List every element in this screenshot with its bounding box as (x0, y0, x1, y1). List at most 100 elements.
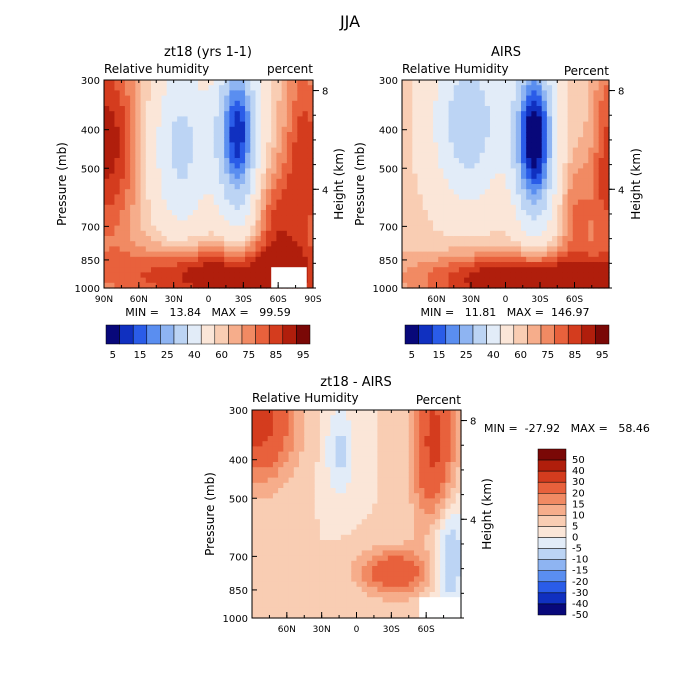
heatmap-cell (140, 152, 147, 159)
heatmap-cell (281, 132, 288, 138)
heatmap-cell (417, 106, 424, 112)
heatmap-cell (588, 178, 595, 185)
heatmap-cell (583, 121, 589, 128)
heatmap-cell (562, 267, 569, 273)
heatmap-cell (109, 168, 116, 175)
heatmap-cell (603, 152, 610, 159)
heatmap-cell (440, 415, 446, 421)
heatmap-cell (398, 410, 405, 416)
heatmap-cell (299, 597, 305, 603)
heatmap-cell (557, 126, 564, 133)
heatmap-cell (203, 116, 210, 123)
heatmap-cell (135, 126, 142, 133)
heatmap-cell (109, 132, 116, 138)
heatmap-cell (260, 262, 267, 268)
heatmap-cell (434, 540, 441, 546)
heatmap-cell (161, 80, 168, 86)
heatmap-cell (213, 178, 220, 185)
heatmap-cell (161, 147, 168, 154)
heatmap-cell (309, 430, 316, 437)
heatmap-cell (166, 262, 173, 268)
heatmap-cell (257, 581, 264, 588)
heatmap-cell (260, 184, 267, 190)
heatmap-cell (192, 204, 199, 211)
heatmap-cell (557, 173, 564, 180)
heatmap-cell (438, 282, 444, 289)
heatmap-cell (393, 488, 399, 494)
heatmap-cell (292, 100, 298, 107)
heatmap-cell (156, 80, 163, 86)
heatmap-cell (255, 137, 262, 143)
heatmap-cell (382, 545, 389, 551)
heatmap-cell (469, 256, 476, 263)
heatmap-cell (267, 472, 274, 479)
heatmap-cell (356, 415, 363, 421)
heatmap-cell (427, 199, 434, 206)
heatmap-cell (577, 194, 584, 201)
heatmap-cell (440, 508, 446, 515)
heatmap-cell (124, 282, 131, 289)
heatmap-cell (417, 137, 424, 143)
heatmap-cell (536, 163, 543, 169)
heatmap-cell (234, 147, 241, 154)
heatmap-cell (536, 236, 543, 242)
heatmap-cell (119, 251, 126, 258)
heatmap-cell (422, 152, 429, 159)
heatmap-cell (257, 488, 264, 494)
heatmap-cell (288, 534, 295, 541)
heatmap-cell (288, 472, 295, 479)
heatmap-cell (104, 106, 110, 112)
heatmap-cell (281, 85, 288, 91)
heatmap-cell (224, 100, 230, 107)
heatmap-cell (351, 415, 358, 421)
heatmap-cell (124, 121, 131, 128)
heatmap-cell (419, 430, 426, 437)
heatmap-cell (351, 456, 358, 463)
heatmap-cell (598, 111, 605, 117)
heatmap-cell (192, 121, 199, 128)
heatmap-cell (346, 467, 352, 473)
heatmap-cell (307, 272, 314, 279)
heatmap-cell (438, 132, 444, 138)
heatmap-cell (541, 95, 548, 102)
heatmap-cell (335, 462, 342, 468)
heatmap-cell (182, 80, 189, 86)
heatmap-cell (135, 168, 142, 175)
heatmap-cell (402, 152, 408, 159)
heatmap-cell (531, 152, 538, 159)
heatmap-cell (377, 612, 384, 619)
heatmap-cell (445, 581, 452, 588)
heatmap-cell (361, 545, 368, 551)
heatmap-cell (593, 246, 600, 253)
heatmap-cell (271, 121, 278, 128)
heatmap-cell (541, 199, 548, 206)
heatmap-cell (161, 282, 168, 289)
heatmap-cell (422, 220, 429, 227)
heatmap-cell (286, 241, 293, 247)
heatmap-cell (552, 173, 558, 180)
heatmap-cell (151, 189, 157, 195)
heatmap-cell (239, 241, 246, 247)
heatmap-cell (325, 420, 331, 427)
heatmap-cell (422, 194, 429, 201)
heatmap-cell (292, 137, 298, 143)
heatmap-cell (276, 111, 283, 117)
heatmap-cell (299, 566, 305, 572)
heatmap-cell (198, 277, 204, 284)
heatmap-cell (372, 519, 378, 525)
heatmap-cell (422, 210, 429, 216)
heatmap-cell (448, 158, 455, 164)
heatmap-cell (288, 498, 295, 505)
heatmap-cell (382, 462, 389, 468)
heatmap-cell (229, 85, 236, 91)
heatmap-cell (453, 147, 460, 154)
heatmap-cell (255, 152, 262, 159)
heatmap-cell (325, 436, 331, 442)
heatmap-cell (557, 199, 564, 206)
heatmap-cell (330, 472, 337, 479)
heatmap-cell (250, 132, 257, 138)
heatmap-cell (557, 204, 564, 211)
heatmap-cell (469, 241, 476, 247)
heatmap-cell (208, 189, 215, 195)
heatmap-cell (419, 545, 426, 551)
